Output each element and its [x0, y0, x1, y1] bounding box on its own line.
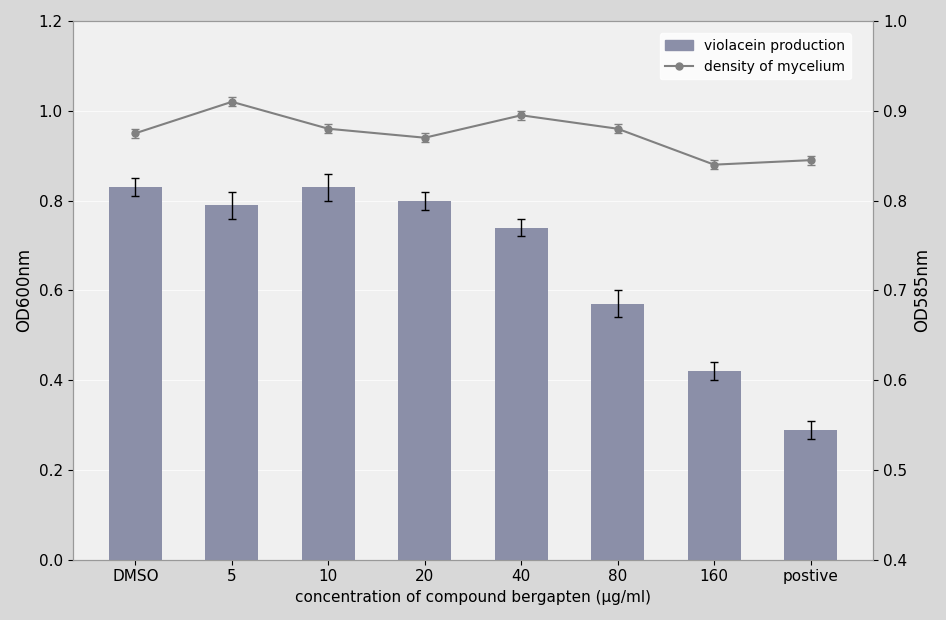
Legend: violacein production, density of mycelium: violacein production, density of myceliu… [659, 33, 850, 79]
Y-axis label: OD585nm: OD585nm [913, 248, 931, 332]
X-axis label: concentration of compound bergapten (μg/ml): concentration of compound bergapten (μg/… [295, 590, 651, 605]
Bar [688, 371, 741, 560]
Bar [495, 228, 548, 560]
Bar [302, 187, 355, 560]
Bar [109, 187, 162, 560]
Y-axis label: OD600nm: OD600nm [15, 248, 33, 332]
Bar [591, 304, 644, 560]
Bar [784, 430, 837, 560]
Bar [398, 201, 451, 560]
Bar [205, 205, 258, 560]
